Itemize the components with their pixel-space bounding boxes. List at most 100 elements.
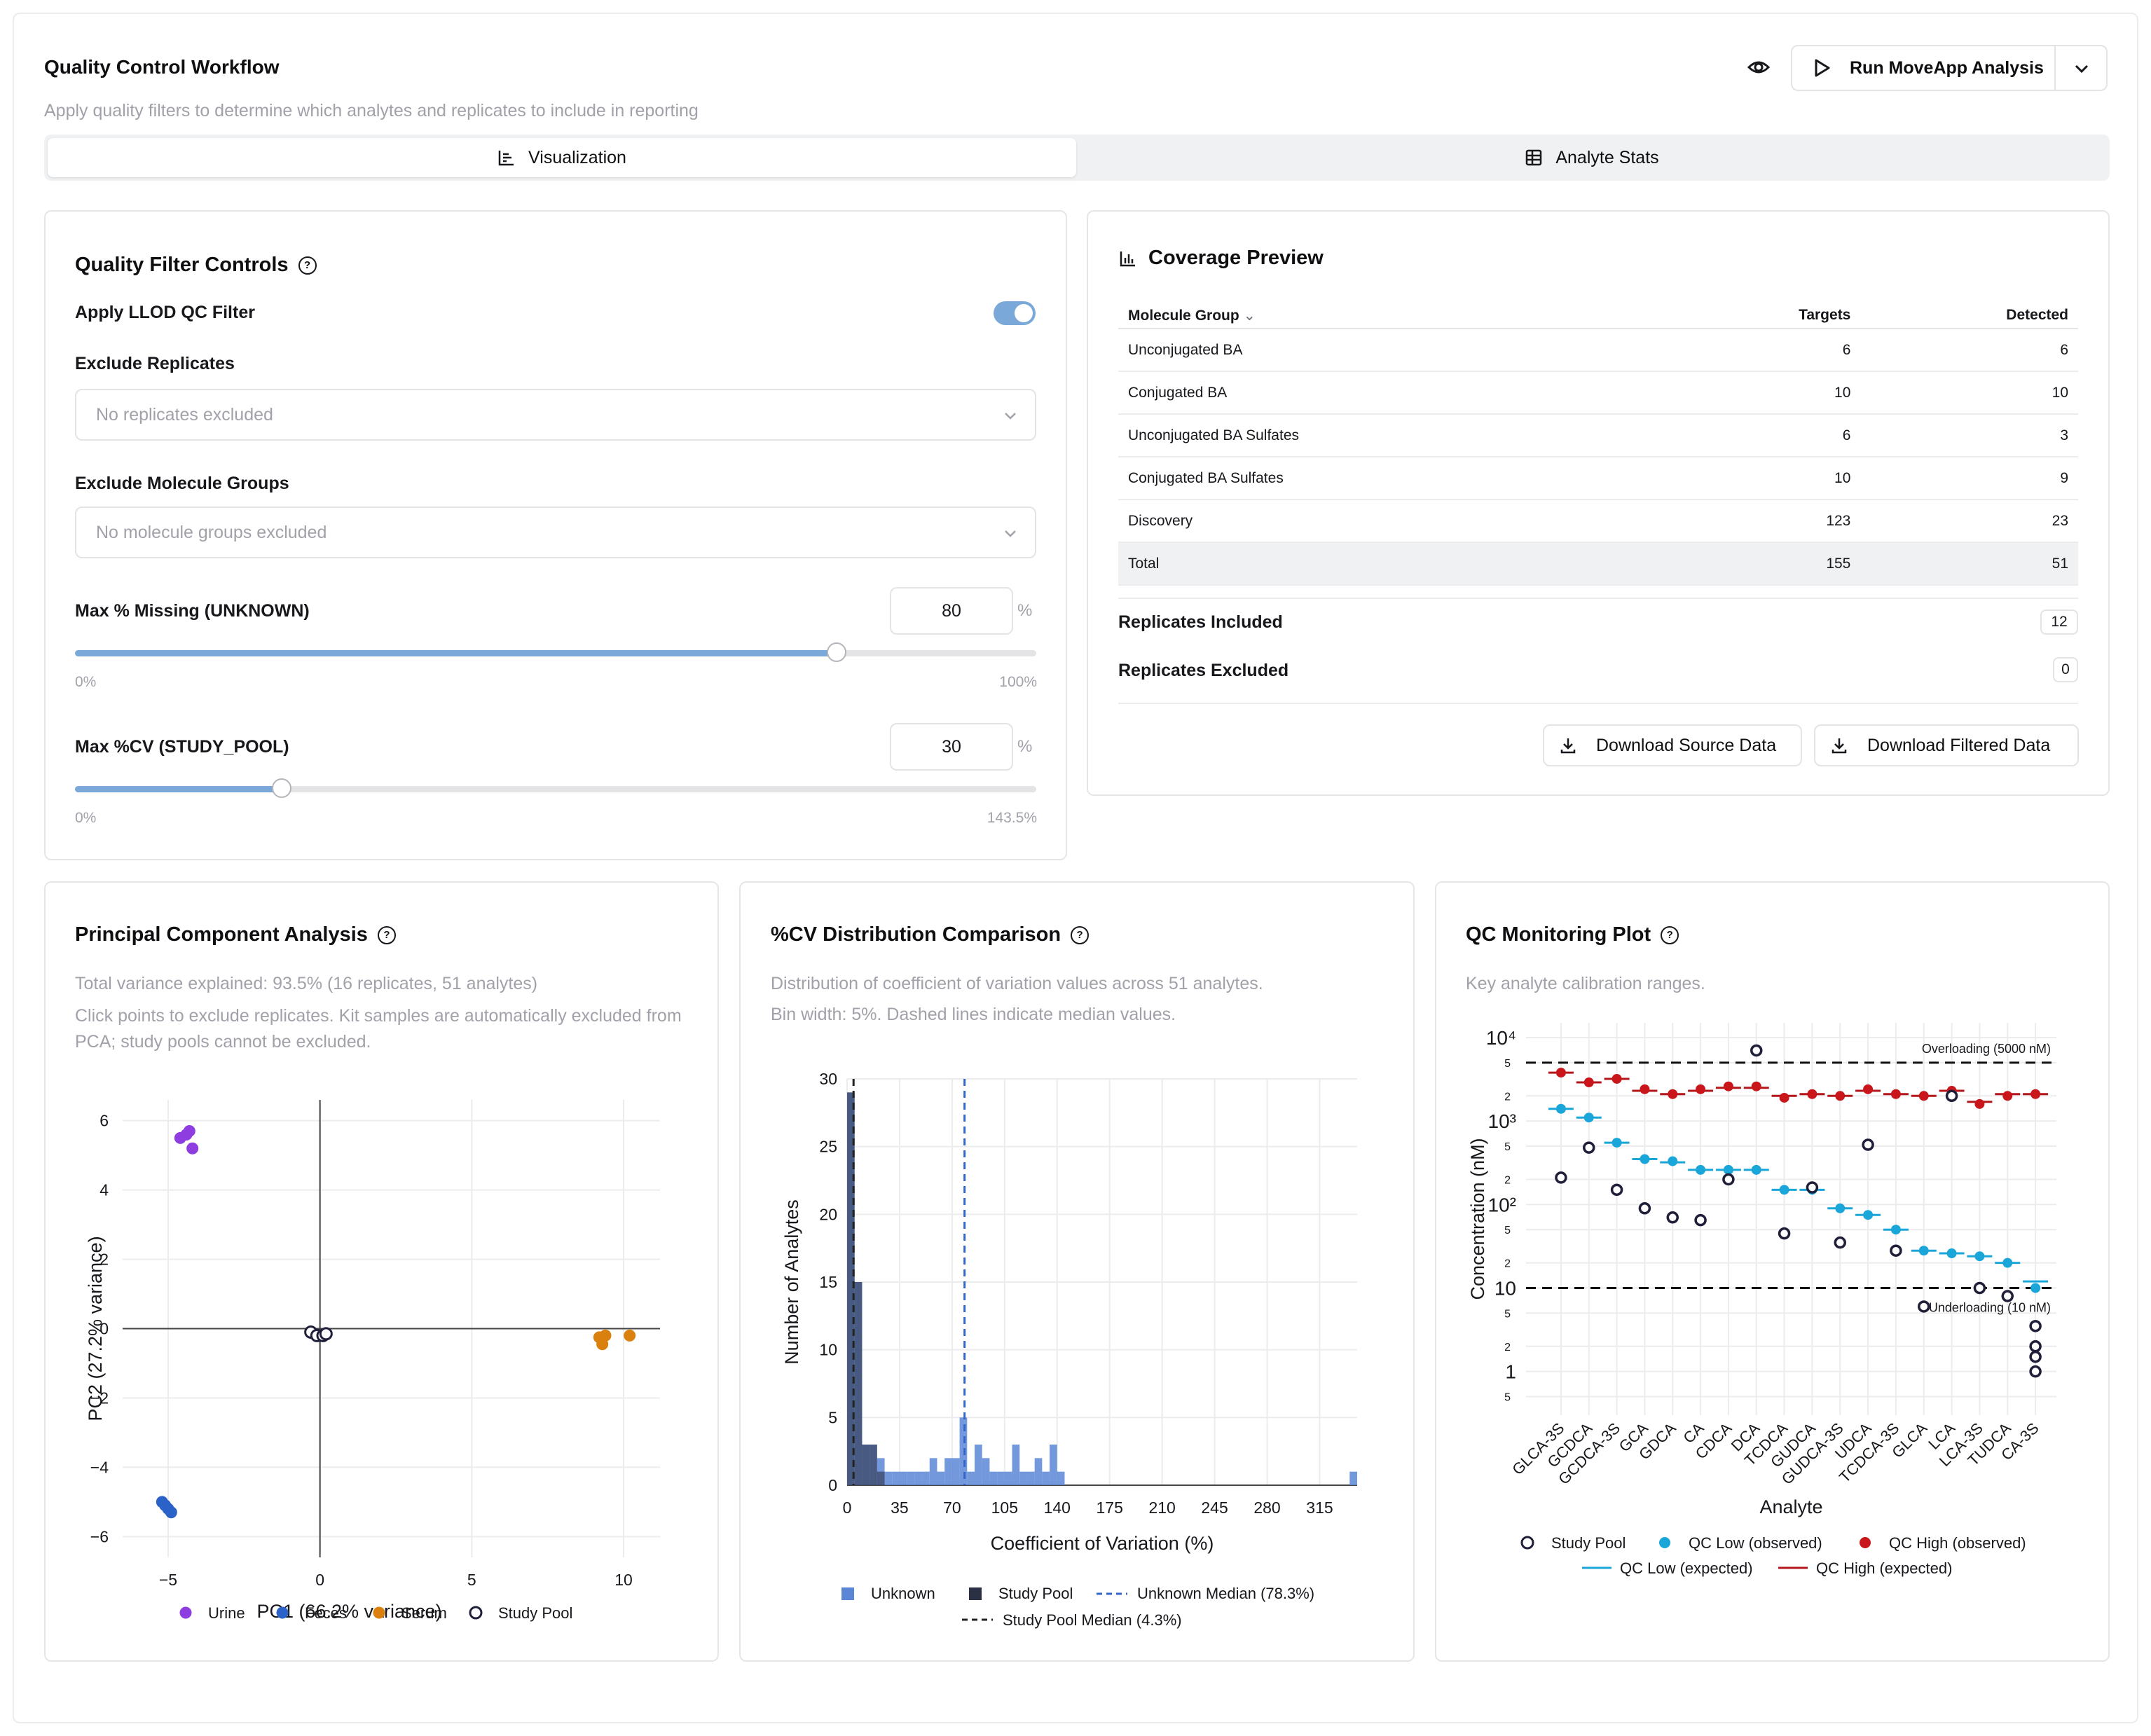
histogram-bar (997, 1471, 1005, 1485)
run-analysis-button[interactable]: Run MoveApp Analysis (1791, 45, 2108, 91)
x-tick-label: 35 (891, 1499, 909, 1517)
legend-marker (1860, 1537, 1871, 1548)
histogram-bar (937, 1471, 945, 1485)
histogram-bar (922, 1471, 930, 1485)
cell-targets: 155 (1684, 542, 1852, 586)
legend-label: Unknown Median (78.3%) (1137, 1585, 1314, 1602)
qc-monitoring-chart[interactable]: 1 10 10² 10³ 10⁴ 5 2 5 2 5 2 5 2 5 Overloading (5000 n… (1436, 1009, 2108, 1639)
histogram-bar (877, 1458, 885, 1485)
study-pool-point (1973, 1281, 1986, 1295)
pca-card (44, 881, 719, 1662)
histogram-bar (884, 1471, 893, 1485)
tab-analyte-stats-label: Analyte Stats (1555, 147, 1659, 167)
study-pool-point (2029, 1340, 2042, 1353)
histogram-bar (967, 1471, 975, 1485)
threshold-label: Overloading (5000 nM) (1922, 1042, 2051, 1056)
cv-distribution-desc-2: Bin width: 5%. Dashed lines indicate med… (771, 1005, 1176, 1024)
chevron-down-icon[interactable] (2073, 60, 2091, 77)
pca-point (186, 1142, 199, 1155)
exclude-replicates-select[interactable]: No replicates excluded (75, 389, 1036, 441)
histogram-bar (959, 1417, 968, 1485)
qc-low-point (1640, 1154, 1650, 1164)
cv-histogram[interactable]: 0 35 70 105 140 175 210 245 280 315 0 5 10 15 20 25 30 Co… (741, 1051, 1413, 1639)
histogram-bar (1012, 1445, 1020, 1485)
study-pool-point (2029, 1350, 2042, 1363)
coverage-title: Coverage Preview (1119, 247, 1324, 270)
y-tick-label: 10 (1494, 1278, 1516, 1300)
tab-visualization[interactable]: Visualization (48, 138, 1076, 177)
tab-analyte-stats[interactable]: Analyte Stats (1078, 138, 2106, 177)
max-cv-input[interactable]: 30 (890, 723, 1013, 771)
help-icon[interactable]: ? (377, 926, 396, 945)
study-pool-point (2029, 1365, 2042, 1378)
x-tick-label: 10 (614, 1571, 633, 1589)
x-tick-label: −5 (159, 1571, 177, 1589)
max-cv-slider[interactable] (75, 778, 1036, 798)
download-source-button[interactable]: Download Source Data (1543, 724, 1802, 766)
study-pool-point (1694, 1213, 1707, 1227)
histogram-bar (914, 1471, 923, 1485)
table-row: Conjugated BA 10 10 (1118, 371, 2078, 415)
download-icon (1560, 738, 1576, 754)
pca-point (183, 1125, 195, 1138)
study-pool-point (1890, 1244, 1902, 1257)
cell-targets: 123 (1684, 500, 1852, 543)
threshold-label: Underloading (10 nM) (1929, 1301, 2051, 1315)
qc-low-point (1583, 1112, 1594, 1123)
qc-monitoring-desc: Key analyte calibration ranges. (1466, 974, 1705, 993)
cell-group: Conjugated BA (1118, 371, 1685, 415)
histogram-bar (877, 1471, 885, 1485)
qc-low-point (1723, 1164, 1733, 1175)
col-detected: Detected (1851, 303, 2078, 329)
max-missing-min: 0% (75, 674, 97, 690)
x-axis-label: Coefficient of Variation (%) (991, 1533, 1214, 1554)
eye-icon[interactable] (1745, 55, 1773, 80)
study-pool-point (1583, 1141, 1595, 1154)
study-pool-point (1806, 1181, 1819, 1194)
pca-point (319, 1327, 333, 1341)
llod-filter-toggle[interactable] (994, 301, 1036, 325)
legend-marker (1659, 1537, 1670, 1548)
x-axis-label: Analyte (1759, 1496, 1822, 1517)
cell-detected: 3 (1851, 414, 2078, 457)
qc-monitoring-title: QC Monitoring Plot? (1466, 923, 1679, 946)
y-tick-label: −6 (90, 1527, 109, 1545)
download-filtered-button[interactable]: Download Filtered Data (1814, 724, 2079, 766)
qc-high-point (1890, 1089, 1901, 1099)
cell-detected: 6 (1851, 329, 2078, 372)
histogram-bar (870, 1445, 877, 1485)
cv-distribution-desc-1: Distribution of coefficient of variation… (771, 974, 1263, 993)
max-cv-max: 143.5% (987, 810, 1037, 826)
exclude-groups-select[interactable]: No molecule groups excluded (75, 507, 1036, 558)
cell-detected: 51 (1851, 542, 2078, 586)
study-pool-point (1834, 1236, 1846, 1249)
tab-visualization-label: Visualization (528, 147, 626, 167)
play-icon (1815, 59, 1830, 77)
table-row: Unconjugated BA Sulfates 6 3 (1118, 414, 2078, 457)
x-tick-label: 5 (467, 1571, 476, 1589)
legend-label: Study Pool Median (4.3%) (1003, 1611, 1182, 1629)
exclude-groups-label: Exclude Molecule Groups (75, 474, 289, 493)
table-total-row: Total 155 51 (1118, 542, 2078, 586)
help-icon[interactable]: ? (298, 256, 317, 275)
max-missing-slider-thumb[interactable] (827, 642, 846, 662)
histogram-bar (1349, 1471, 1357, 1485)
histogram-bar (982, 1458, 990, 1485)
help-icon[interactable]: ? (1071, 926, 1090, 945)
replicates-included-count: 12 (2040, 609, 2078, 635)
help-icon[interactable]: ? (1661, 926, 1679, 945)
qc-high-point (1974, 1098, 1985, 1109)
pca-point (624, 1329, 636, 1342)
bar-chart-icon (1120, 251, 1135, 266)
qc-low-point (1835, 1203, 1846, 1213)
max-cv-min: 0% (75, 810, 97, 826)
llod-filter-label: Apply LLOD QC Filter (75, 303, 255, 322)
histogram-bar (1034, 1458, 1043, 1485)
y-tick-label: 30 (819, 1070, 837, 1088)
max-missing-slider[interactable] (75, 642, 1036, 662)
max-cv-slider-thumb[interactable] (272, 778, 291, 798)
col-molecule-group[interactable]: Molecule Group ⌄ (1118, 303, 1685, 329)
max-missing-input[interactable]: 80 (890, 587, 1013, 635)
histogram-bar (847, 1092, 855, 1485)
